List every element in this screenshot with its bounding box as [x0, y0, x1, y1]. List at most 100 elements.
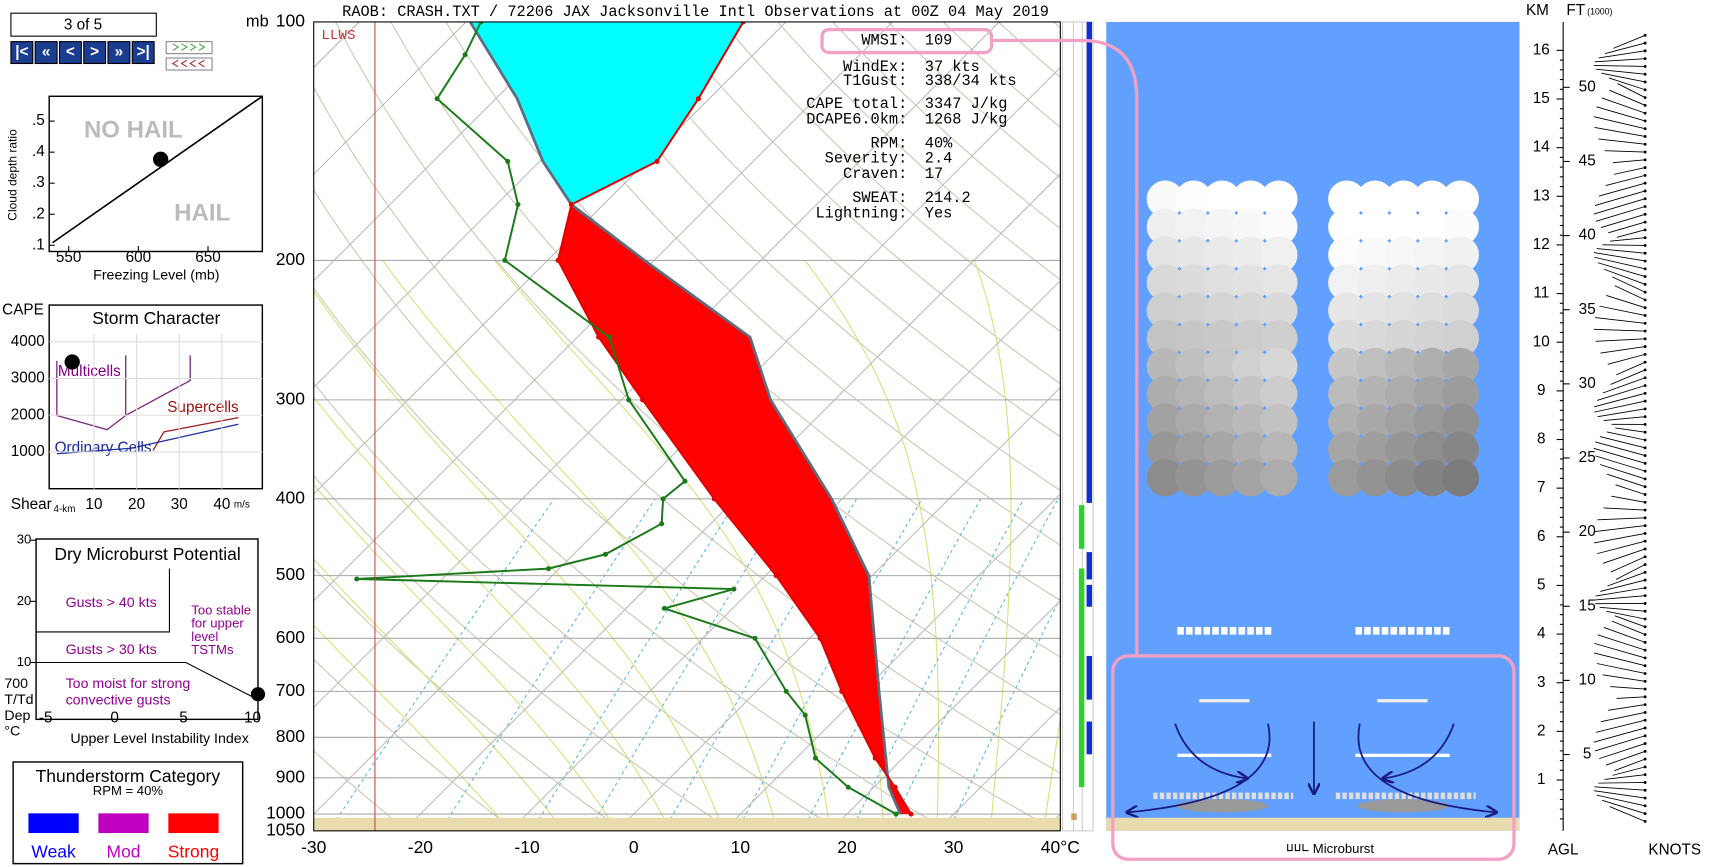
barb-dot: [1643, 773, 1647, 777]
moist-adiabat: [382, 260, 778, 831]
cloud-puff: [1231, 375, 1270, 413]
barb: [1593, 652, 1646, 667]
ft-tick-label: 15: [1579, 597, 1596, 614]
index-label: CAPE total:: [806, 95, 907, 113]
cloud-puff: [1175, 180, 1213, 218]
index-value: 37 kts: [925, 58, 980, 76]
cloud-puff: [1413, 208, 1451, 246]
barb-dot: [1643, 282, 1647, 286]
barb-dot: [1643, 49, 1647, 53]
barb: [1605, 174, 1646, 187]
barb-dot: [1643, 103, 1647, 107]
category-label: Weak: [31, 841, 76, 861]
cloud-puff: [1260, 180, 1298, 218]
cloud-puff: [1260, 347, 1298, 385]
storm-x-unit: m/s: [234, 500, 250, 511]
dewpoint-point: [752, 635, 758, 641]
cloud-puff: [1175, 431, 1213, 469]
ft-tick-label: 30: [1579, 375, 1596, 392]
cloud-puff: [1413, 291, 1451, 330]
nav-button[interactable]: [10, 41, 34, 65]
barb: [1615, 427, 1646, 433]
y-tick-label: .4: [32, 143, 45, 160]
category-legend: Weak Mod Strong: [28, 813, 219, 861]
nav-button-label[interactable]: >: [90, 44, 99, 61]
x-tick-label: 10: [85, 496, 102, 513]
barb-dot: [1643, 197, 1647, 201]
cloud-puff: [1146, 208, 1184, 246]
barb-dot: [1643, 314, 1647, 317]
cloud-puff: [1175, 375, 1213, 413]
barb-dot: [1643, 555, 1647, 559]
barb-dot: [1643, 819, 1647, 823]
nav-button[interactable]: [131, 41, 155, 65]
barb-dot: [1643, 664, 1647, 668]
nav-button[interactable]: [107, 41, 131, 65]
barb-dot: [1643, 352, 1647, 356]
barb-dot: [1643, 228, 1647, 232]
barb: [1594, 525, 1646, 533]
index-label: DCAPE6.0km:: [806, 110, 907, 128]
moist-adiabat: [1042, 714, 1061, 831]
barb: [1593, 790, 1646, 799]
temperature-point: [555, 257, 561, 263]
supercells-label: Supercells: [167, 399, 239, 416]
cloud-puff: [1441, 236, 1479, 274]
dry-adiabat: [313, 189, 1057, 831]
nav-button-label[interactable]: >|: [137, 44, 150, 61]
index-label: Lightning:: [815, 204, 907, 222]
nav-button-label[interactable]: |<: [15, 44, 28, 61]
barb: [1606, 473, 1646, 488]
barb: [1610, 556, 1646, 573]
x-tick-label: -5: [39, 709, 53, 726]
y-tick-label: 400: [276, 487, 305, 507]
km-tick-label: 16: [1533, 41, 1550, 58]
barb: [1613, 34, 1646, 49]
barb: [1595, 719, 1646, 733]
barb: [1596, 385, 1646, 401]
cloud-puff: [1384, 236, 1423, 274]
cloud-puff: [1175, 347, 1213, 385]
index-value: 1268 J/kg: [925, 110, 1008, 128]
nav-button[interactable]: [34, 41, 58, 65]
isotherm: [829, 599, 1061, 831]
barb-dot: [1643, 734, 1647, 738]
cloud-puff: [1260, 319, 1298, 357]
barb: [1598, 138, 1646, 145]
dewpoint-point: [606, 334, 612, 340]
barb: [1609, 806, 1646, 822]
moist-adiabat: [313, 396, 671, 831]
dry-adiabat: [313, 658, 516, 831]
gusts30-label: Gusts > 30 kts: [66, 642, 157, 658]
nav-button[interactable]: [58, 41, 82, 65]
barb: [1609, 237, 1646, 242]
barb-dot: [1643, 547, 1647, 551]
dry-adiabat: [335, 21, 1061, 716]
index-label: WMSI:: [861, 32, 907, 50]
barb: [1602, 548, 1646, 564]
barb: [1602, 674, 1646, 682]
nav-button-label[interactable]: «: [42, 44, 51, 61]
cloud-puff: [1203, 403, 1241, 441]
barb-dot: [1643, 718, 1647, 722]
dewpoint-point: [783, 688, 789, 694]
barb-dot: [1643, 703, 1647, 707]
category-label: Mod: [107, 841, 141, 861]
barb-dot: [1643, 570, 1647, 574]
category-subtitle: RPM = 40%: [93, 783, 164, 798]
index-value: Yes: [925, 204, 953, 222]
barb: [1594, 190, 1646, 207]
nav-button-label[interactable]: <: [66, 44, 75, 61]
x-tick-label: 10: [244, 709, 261, 726]
cloud-puff: [1260, 403, 1298, 441]
skewt-axes: -30 -20 -10 0 10 20 30 40°C 100 200 300 400 500 600 70…: [266, 11, 1080, 857]
barb: [1596, 794, 1646, 807]
cloud-puff: [1260, 459, 1298, 497]
barb-dot: [1643, 189, 1647, 193]
nav-button-label[interactable]: »: [115, 44, 124, 61]
barb: [1612, 766, 1646, 776]
nav-button[interactable]: [83, 41, 107, 65]
barb-dot: [1643, 96, 1647, 99]
cloud-puff: [1356, 236, 1394, 274]
barb: [1599, 464, 1646, 480]
